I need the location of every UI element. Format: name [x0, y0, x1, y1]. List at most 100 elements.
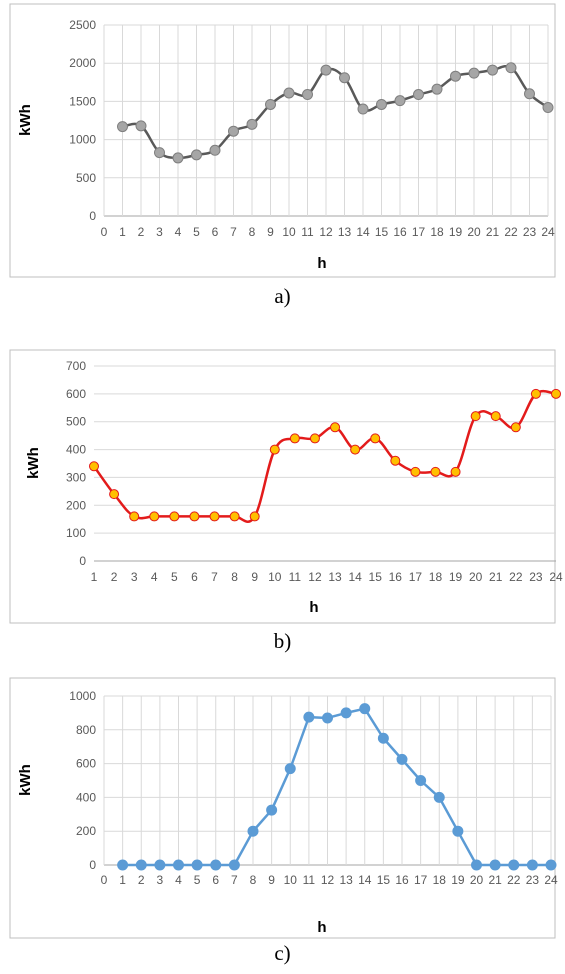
x-tick-label: 21 — [489, 570, 503, 584]
y-tick-label: 1000 — [69, 133, 96, 147]
x-tick-label: 1 — [91, 570, 98, 584]
data-point — [551, 388, 561, 399]
x-tick-label: 10 — [268, 570, 282, 584]
x-tick-label: 5 — [171, 570, 178, 584]
y-tick-label: 400 — [66, 443, 86, 457]
data-point — [394, 95, 406, 107]
data-point — [284, 763, 296, 775]
x-tick-label: 16 — [393, 225, 407, 239]
x-tick-label: 22 — [507, 873, 521, 887]
x-tick-label: 15 — [369, 570, 383, 584]
data-point — [249, 511, 260, 522]
x-tick-label: 5 — [193, 225, 200, 239]
x-tick-label: 15 — [377, 873, 391, 887]
x-axis-title: h — [317, 255, 326, 272]
chart-a-panel: 0 500 1000 1500 2000 2500 0 1 2 3 4 5 6 7 8 9 10 11 12 13 14… — [0, 0, 565, 308]
x-tick-label: 0 — [101, 873, 108, 887]
y-tick-label: 500 — [76, 171, 96, 185]
y-tick-label: 300 — [66, 470, 86, 484]
y-tick-label: 100 — [66, 526, 86, 540]
x-tick-label: 8 — [249, 225, 256, 239]
x-tick-label: 3 — [156, 225, 163, 239]
y-tick-label: 500 — [66, 415, 86, 429]
x-tick-label: 9 — [267, 225, 274, 239]
data-point — [89, 461, 99, 472]
data-point — [433, 791, 445, 803]
chart-frame — [9, 349, 556, 624]
x-tick-label: 12 — [319, 225, 333, 239]
x-tick-label: 13 — [339, 873, 353, 887]
data-point — [169, 511, 180, 522]
y-tick-label: 0 — [89, 858, 96, 872]
x-tick-label: 9 — [251, 570, 258, 584]
data-point — [468, 67, 480, 79]
y-tick-label: 0 — [89, 209, 96, 223]
data-point — [283, 87, 295, 99]
x-tick-label: 4 — [175, 225, 182, 239]
chart-b-caption: b) — [273, 629, 292, 653]
x-tick-label: 17 — [412, 225, 426, 239]
x-tick-label: 3 — [131, 570, 138, 584]
data-point — [430, 466, 441, 477]
data-point — [229, 511, 240, 522]
x-tick-label: 18 — [430, 225, 444, 239]
y-tick-label: 600 — [66, 387, 86, 401]
x-tick-label: 19 — [449, 570, 463, 584]
data-point — [526, 859, 538, 871]
x-tick-label: 23 — [526, 873, 540, 887]
data-point — [322, 712, 333, 724]
data-point — [524, 88, 535, 100]
data-point — [246, 118, 258, 130]
y-tick-label: 600 — [76, 757, 96, 771]
y-axis-title: kWh — [25, 447, 42, 479]
data-point — [359, 703, 371, 715]
data-point — [117, 859, 129, 871]
y-tick-label: 2000 — [69, 56, 96, 70]
x-tick-label: 2 — [138, 225, 145, 239]
x-tick-label: 7 — [231, 873, 238, 887]
data-point — [309, 433, 320, 444]
x-tick-label: 23 — [529, 570, 543, 584]
data-point — [431, 83, 443, 95]
data-point — [109, 489, 120, 500]
x-tick-label: 23 — [523, 225, 537, 239]
x-tick-label: 19 — [451, 873, 465, 887]
y-tick-label: 700 — [66, 359, 86, 373]
x-tick-label: 11 — [301, 225, 314, 239]
chart-b-panel: 0 100 200 300 400 500 600 700 1 2 3 4 5 6 7 8 9 10 11 12 13 1… — [0, 330, 565, 665]
data-point — [154, 859, 166, 871]
x-tick-label: 16 — [389, 570, 403, 584]
data-point — [330, 422, 341, 433]
x-tick-label: 3 — [157, 873, 164, 887]
x-tick-label: 1 — [119, 873, 126, 887]
x-tick-label: 21 — [486, 225, 500, 239]
chart-a-caption: a) — [274, 284, 291, 308]
y-tick-label: 800 — [76, 723, 96, 737]
x-tick-label: 0 — [101, 225, 108, 239]
x-tick-label: 13 — [328, 570, 342, 584]
x-tick-label: 11 — [303, 873, 316, 887]
data-point — [209, 511, 220, 522]
x-tick-label: 4 — [175, 873, 182, 887]
data-point — [173, 859, 184, 871]
data-point — [450, 70, 461, 82]
x-tick-label: 12 — [308, 570, 322, 584]
x-tick-label: 24 — [541, 225, 555, 239]
y-tick-label: 0 — [79, 554, 86, 568]
data-point — [266, 804, 278, 816]
data-point — [135, 120, 147, 132]
y-tick-label: 200 — [76, 824, 96, 838]
data-point — [350, 444, 361, 455]
y-tick-label: 400 — [76, 790, 96, 804]
data-point — [154, 147, 165, 159]
data-point — [410, 466, 421, 477]
y-tick-label: 2500 — [69, 18, 96, 32]
data-point — [505, 62, 517, 74]
y-tick-label: 1500 — [69, 94, 96, 108]
data-point — [247, 825, 259, 837]
data-point — [530, 388, 541, 399]
x-tick-label: 6 — [212, 873, 219, 887]
y-axis-title: kWh — [17, 764, 34, 796]
